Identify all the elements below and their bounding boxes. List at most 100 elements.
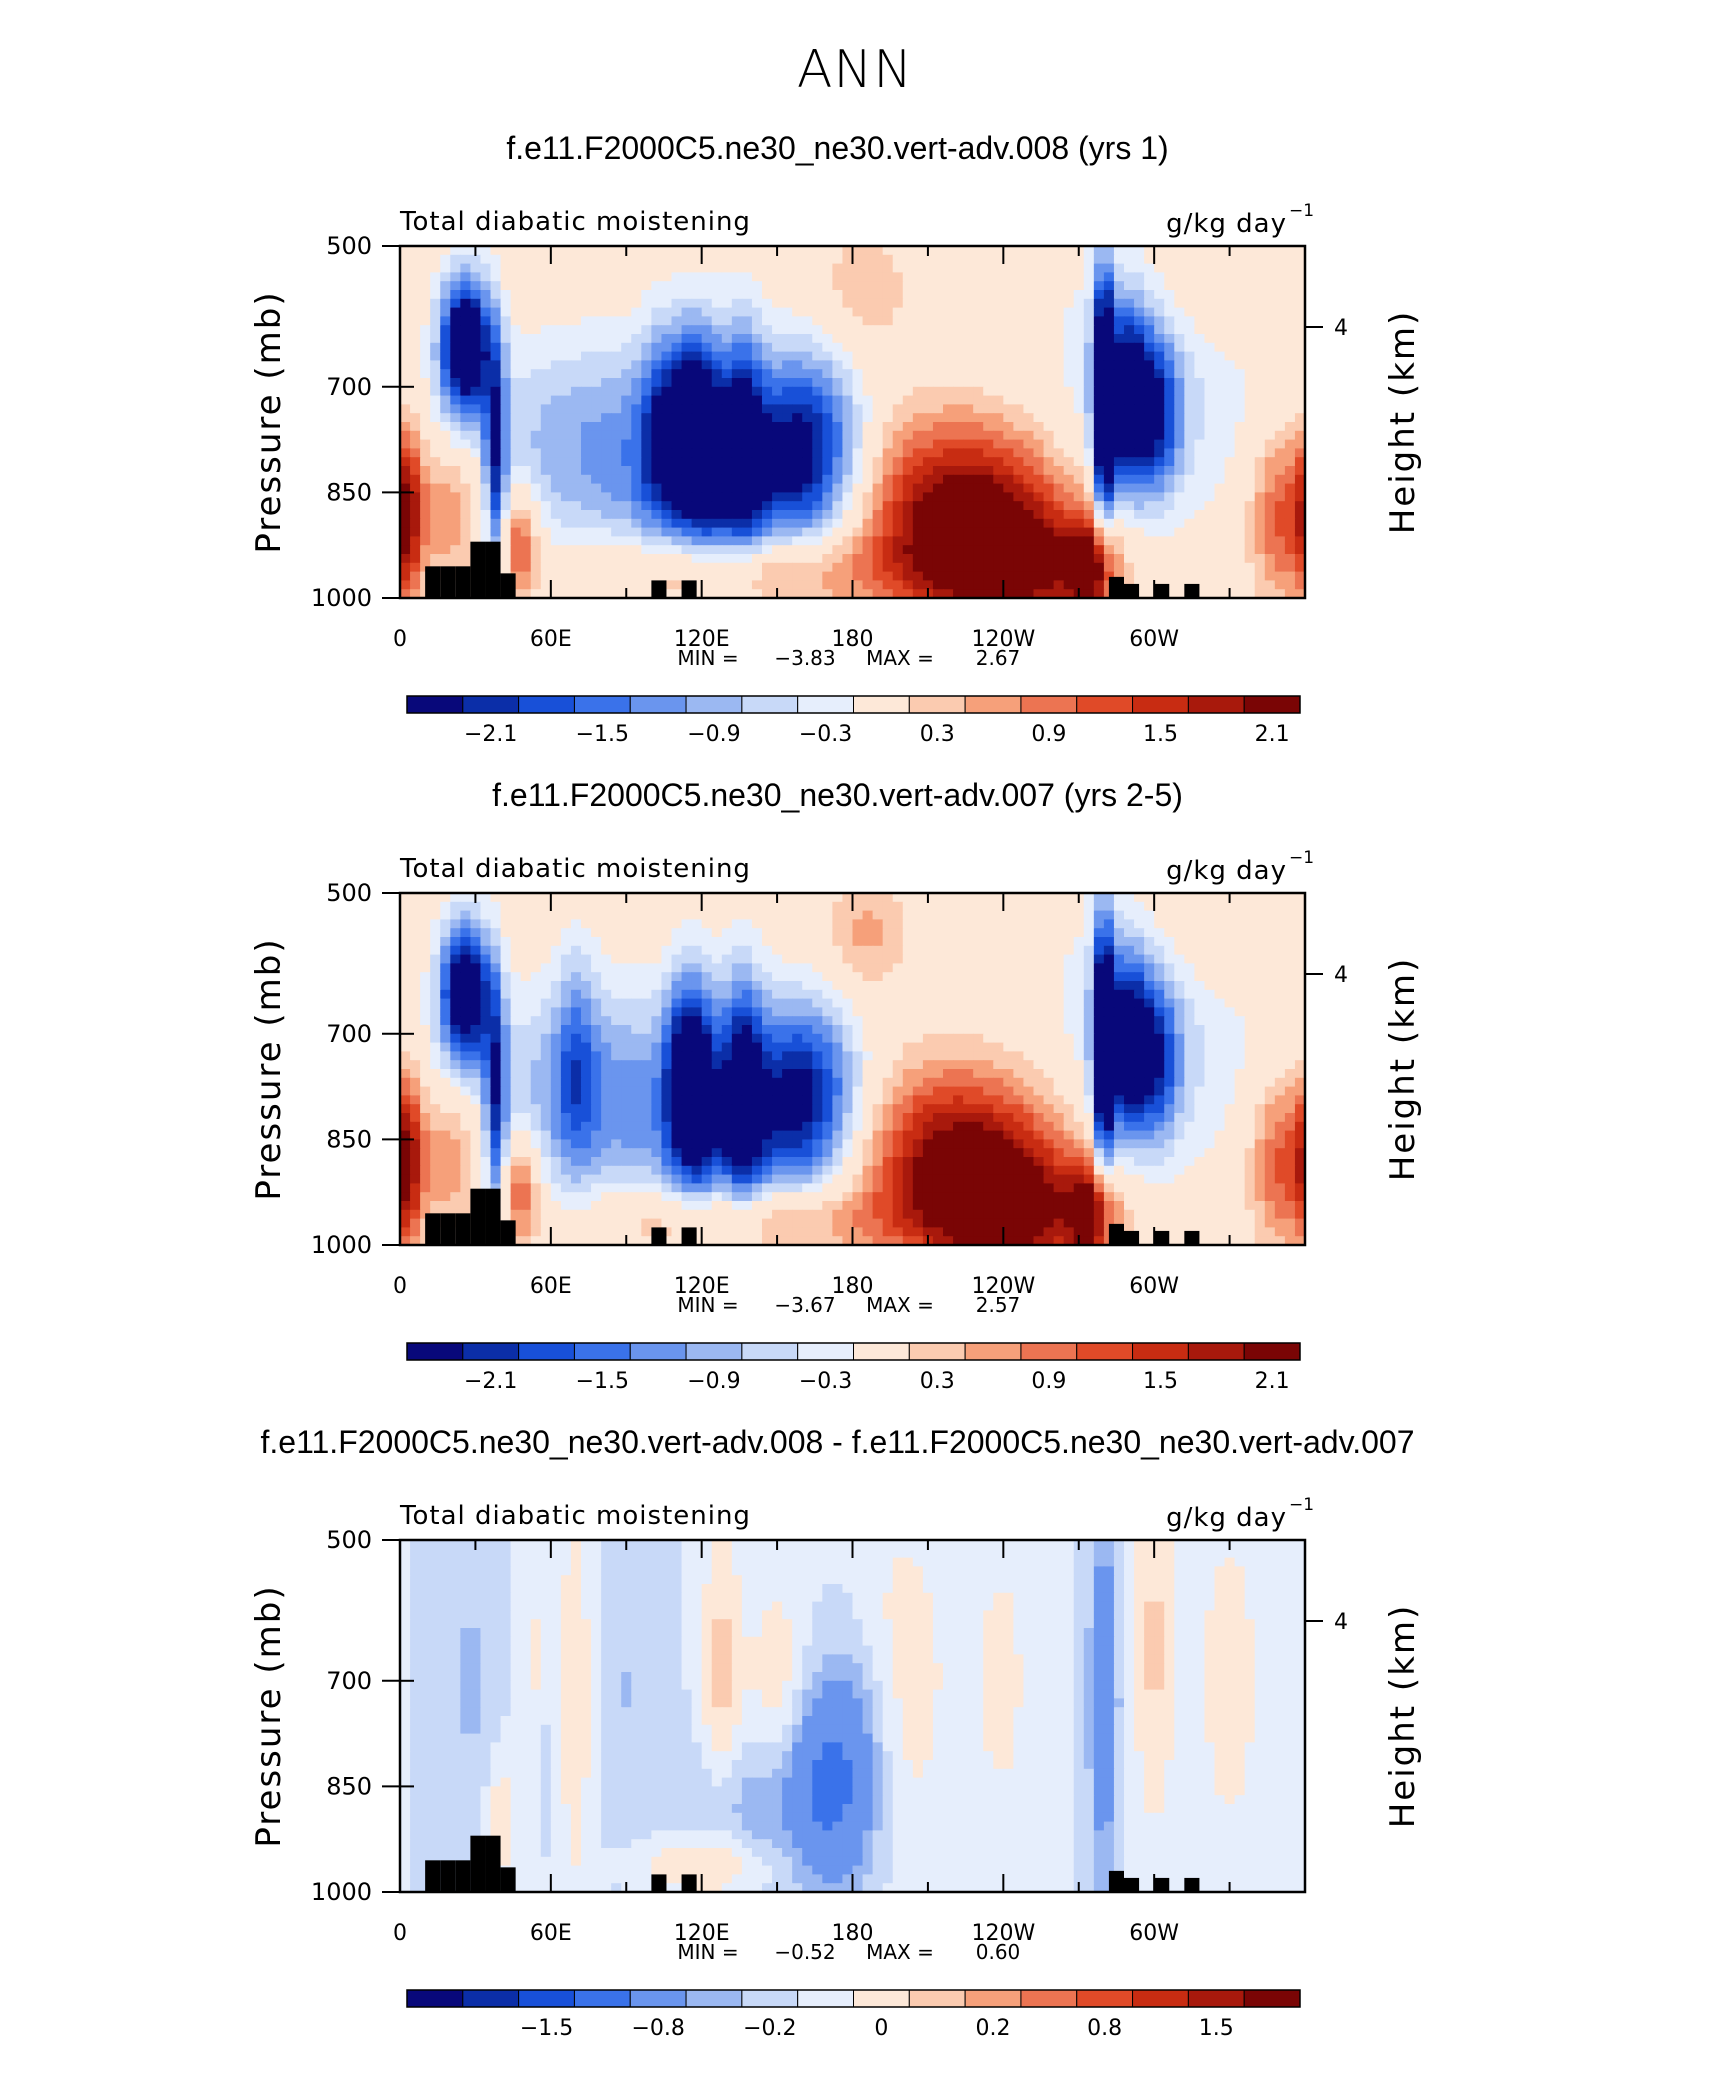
heatmap-cell — [882, 474, 894, 485]
heatmap-cell — [420, 395, 431, 405]
heatmap-cell — [641, 483, 652, 493]
heatmap-cell — [1063, 937, 1075, 947]
heatmap-cell — [410, 998, 421, 1008]
heatmap-cell — [1244, 527, 1256, 537]
heatmap-cell — [1134, 945, 1145, 956]
heatmap-cell — [792, 910, 803, 920]
heatmap-cell — [530, 395, 542, 405]
heatmap-cell — [902, 395, 914, 405]
heatmap-cell — [611, 351, 622, 361]
heatmap-cell — [912, 919, 924, 929]
heatmap-cell — [691, 386, 703, 397]
heatmap-cell — [1284, 263, 1296, 273]
heatmap-cell — [932, 474, 944, 485]
heatmap-cell — [1224, 457, 1236, 467]
heatmap-cell — [1103, 404, 1115, 414]
heatmap-cell — [1264, 545, 1276, 555]
heatmap-cell — [973, 518, 984, 529]
heatmap-cell — [500, 430, 512, 441]
heatmap-cell — [1284, 272, 1296, 282]
heatmap-cell — [1294, 430, 1306, 441]
heatmap-cell — [1023, 360, 1035, 370]
heatmap-cell — [550, 536, 562, 546]
heatmap-cell — [1204, 998, 1216, 1008]
heatmap-cell — [882, 254, 894, 265]
heatmap-cell — [1254, 360, 1266, 370]
heatmap-cell — [1244, 1007, 1256, 1017]
heatmap-cell — [550, 928, 562, 938]
heatmap-cell — [1284, 457, 1296, 467]
heatmap-cell — [1103, 307, 1115, 317]
heatmap-cell — [1083, 404, 1095, 414]
heatmap-cell — [1103, 351, 1115, 361]
heatmap-cell — [1043, 501, 1055, 511]
heatmap-cell — [1144, 945, 1155, 956]
heatmap-cell — [963, 554, 974, 564]
heatmap-cell — [1274, 527, 1286, 537]
heatmap-cell — [601, 404, 612, 414]
heatmap-cell — [932, 430, 944, 441]
heatmap-cell — [882, 536, 894, 546]
heatmap-cell — [983, 325, 994, 335]
heatmap-cell — [450, 422, 461, 432]
heatmap-cell — [892, 963, 904, 973]
heatmap-cell — [721, 369, 733, 379]
heatmap-cell — [701, 342, 713, 353]
heatmap-cell — [1144, 910, 1155, 920]
heatmap-cell — [912, 893, 924, 903]
heatmap-cell — [741, 1016, 753, 1026]
heatmap-cell — [691, 937, 703, 947]
heatmap-cell — [862, 483, 874, 493]
heatmap-cell — [1204, 1007, 1216, 1017]
heatmap-cell — [530, 1007, 542, 1017]
heatmap-cell — [943, 466, 954, 476]
colorbar-swatch — [1020, 695, 1078, 714]
heatmap-cell — [782, 272, 793, 282]
heatmap-cell — [963, 430, 974, 441]
heatmap-cell — [1134, 928, 1145, 938]
heatmap-cell — [1033, 510, 1045, 520]
heatmap-cell — [912, 316, 924, 326]
heatmap-cells — [400, 246, 1306, 599]
heatmap-cell — [762, 901, 773, 912]
heatmap-cell — [550, 545, 562, 555]
heatmap-cell — [762, 448, 773, 458]
heatmap-cell — [1284, 281, 1296, 291]
heatmap-cell — [1184, 325, 1195, 335]
heatmap-cell — [772, 536, 783, 546]
heatmap-cell — [1214, 510, 1226, 520]
heatmap-cell — [892, 448, 904, 458]
heatmap-cell — [1003, 430, 1014, 441]
heatmap-cell — [530, 439, 542, 449]
heatmap-cell — [731, 536, 743, 546]
heatmap-cell — [420, 360, 431, 370]
heatmap-cell — [852, 554, 864, 564]
heatmap-cell — [570, 1007, 582, 1017]
heatmap-cell — [400, 981, 411, 991]
units-label: g/kg day — [1166, 209, 1287, 239]
heatmap-cell — [721, 937, 733, 947]
heatmap-cell — [812, 937, 823, 947]
heatmap-cell — [1043, 334, 1055, 344]
heatmap-cell — [1033, 893, 1045, 903]
heatmap-cell — [1033, 562, 1045, 573]
heatmap-cell — [1113, 466, 1125, 476]
heatmap-cell — [681, 378, 693, 388]
heatmap-cell — [410, 554, 421, 564]
heatmap-cell — [460, 501, 471, 511]
heatmap-cell — [943, 954, 954, 964]
heatmap-cell — [852, 910, 864, 920]
heatmap-cell — [943, 307, 954, 317]
heatmap-cell — [772, 413, 783, 423]
heatmap-cell — [711, 298, 723, 309]
heatmap-cell — [842, 466, 854, 476]
heatmap-cell — [983, 981, 994, 991]
heatmap-cell — [802, 448, 813, 458]
heatmap-cell — [1113, 518, 1125, 529]
heatmap-cell — [611, 1007, 622, 1017]
heatmap-cell — [721, 972, 733, 982]
heatmap-cell — [1043, 981, 1055, 991]
heatmap-cell — [973, 422, 984, 432]
heatmap-cell — [530, 272, 542, 282]
heatmap-cell — [862, 945, 874, 956]
